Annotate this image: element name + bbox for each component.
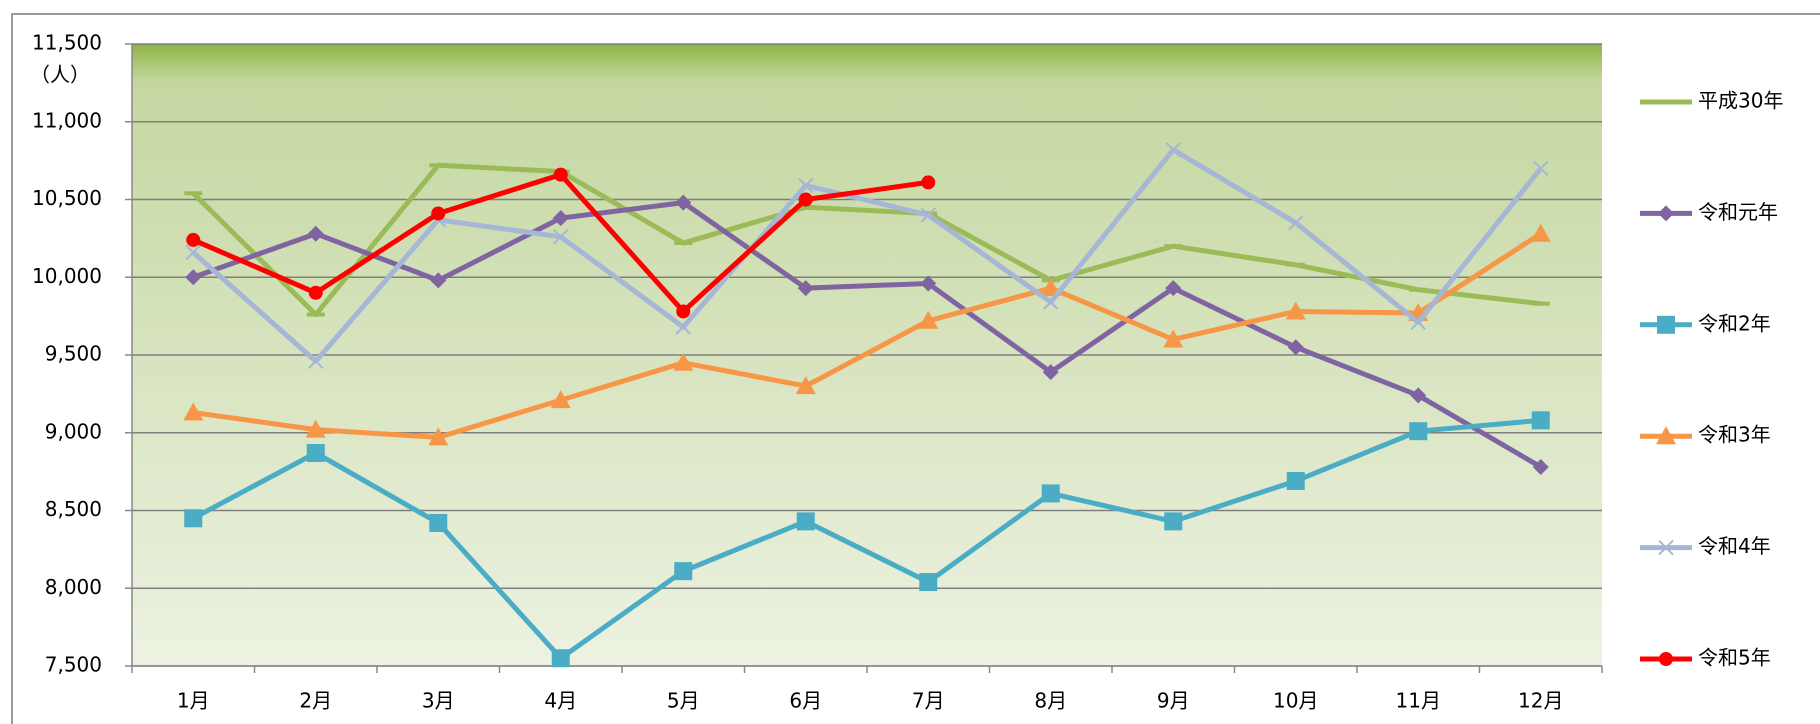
y-tick-label: 10,500 [32,186,102,210]
chart-border [11,13,1820,724]
marker [1409,422,1428,441]
marker [552,210,569,227]
legend-label: 令和4年 [1698,534,1771,558]
marker [1531,411,1550,430]
marker [920,207,936,223]
x-tick-label: 1月 [177,689,210,713]
x-tick-label: 11月 [1396,689,1441,713]
x-tick-label: 12月 [1518,689,1563,713]
marker [798,177,814,194]
marker [183,402,204,421]
series-line [192,200,1543,470]
marker [1042,364,1059,381]
marker [1043,294,1059,310]
series-line [191,147,1543,364]
marker [550,390,571,409]
x-tick-label: 10月 [1273,689,1318,713]
marker [919,573,938,592]
marker [921,175,936,190]
legend-label: 令和5年 [1698,646,1771,670]
marker [1410,387,1427,404]
marker [428,427,449,446]
x-tick-label: 9月 [1157,689,1190,713]
marker [1287,339,1304,356]
marker [1658,205,1674,222]
y-tick-label: 8,500 [45,497,102,521]
marker [1285,301,1306,320]
marker [795,376,816,395]
marker [797,280,814,297]
marker [1657,315,1675,334]
marker [553,229,569,245]
legend-label: 令和元年 [1698,200,1778,224]
legend-label: 令和2年 [1698,311,1771,335]
marker [1288,215,1304,231]
x-tick-label: 6月 [789,689,822,713]
series-line [191,162,1542,318]
marker [1040,278,1061,297]
marker [675,319,691,335]
y-tick-label: 7,500 [45,653,102,677]
marker [920,275,937,292]
marker [429,513,448,532]
x-tick-label: 4月 [544,689,577,713]
x-tick-label: 2月 [299,689,332,713]
marker [1659,652,1673,666]
y-tick-label: 9,500 [45,342,102,366]
x-tick-label: 7月 [912,689,945,713]
marker [676,304,691,319]
x-tick-label: 8月 [1034,689,1067,713]
marker [308,285,323,300]
legend-label: 平成30年 [1698,89,1783,113]
marker [430,272,447,289]
marker [1533,160,1549,177]
marker [553,167,568,182]
marker [1164,512,1183,531]
y-tick-label: 10,000 [32,264,102,288]
marker [308,353,324,369]
series-line [192,417,1541,661]
y-unit-label: （人） [30,63,90,87]
marker [185,269,202,286]
marker [186,232,201,247]
marker [674,562,693,581]
marker [184,509,203,528]
marker [1410,314,1426,331]
marker [1041,484,1060,503]
marker [185,244,201,261]
marker [796,512,815,531]
marker [918,310,939,329]
marker [1656,426,1676,445]
marker [1532,458,1549,475]
marker [675,194,692,211]
marker [306,443,325,462]
y-tick-label: 9,000 [45,419,102,443]
marker [798,192,813,207]
marker [1163,329,1184,348]
marker [431,206,446,221]
marker [307,225,324,242]
marker [551,649,570,668]
marker [1530,223,1551,242]
marker [1165,280,1182,297]
series-line [192,231,1543,440]
marker [673,352,694,371]
marker [1286,471,1305,490]
y-tick-label: 11,500 [32,31,102,55]
x-tick-label: 5月 [667,689,700,713]
marker [1658,539,1674,556]
x-tick-label: 3月 [422,689,455,713]
y-tick-label: 8,000 [45,575,102,599]
marker [1165,142,1181,158]
marker [305,419,326,438]
y-tick-label: 11,000 [32,108,102,132]
legend-label: 令和3年 [1698,423,1771,447]
